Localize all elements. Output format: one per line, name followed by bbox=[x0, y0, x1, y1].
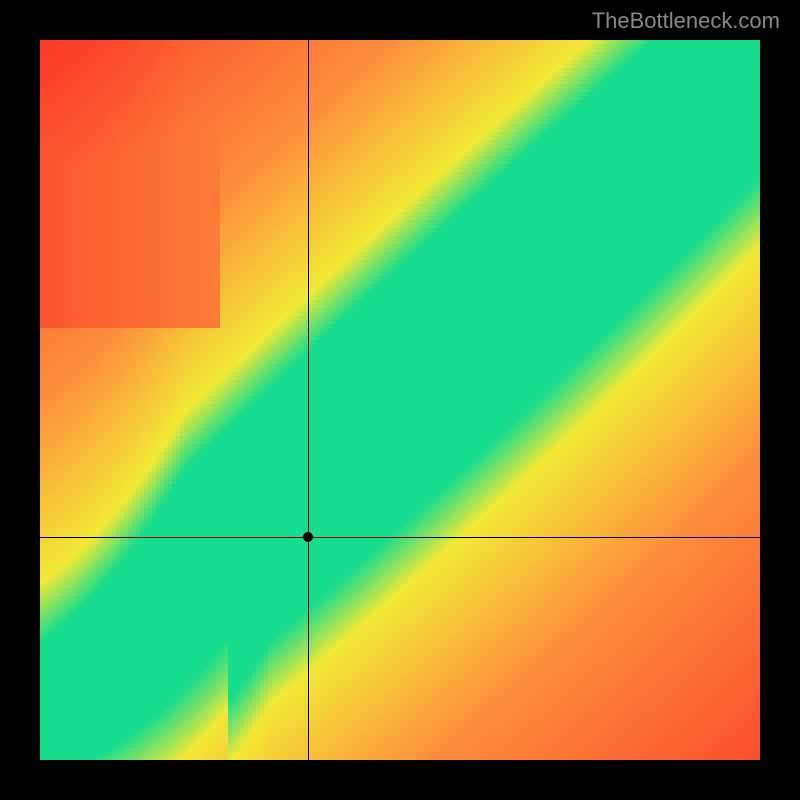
plot-area bbox=[40, 40, 760, 760]
heatmap-canvas bbox=[40, 40, 760, 760]
chart-container: TheBottleneck.com bbox=[0, 0, 800, 800]
data-point-marker bbox=[303, 532, 313, 542]
crosshair-vertical bbox=[308, 40, 309, 760]
watermark-text: TheBottleneck.com bbox=[592, 8, 780, 34]
crosshair-horizontal bbox=[40, 537, 760, 538]
